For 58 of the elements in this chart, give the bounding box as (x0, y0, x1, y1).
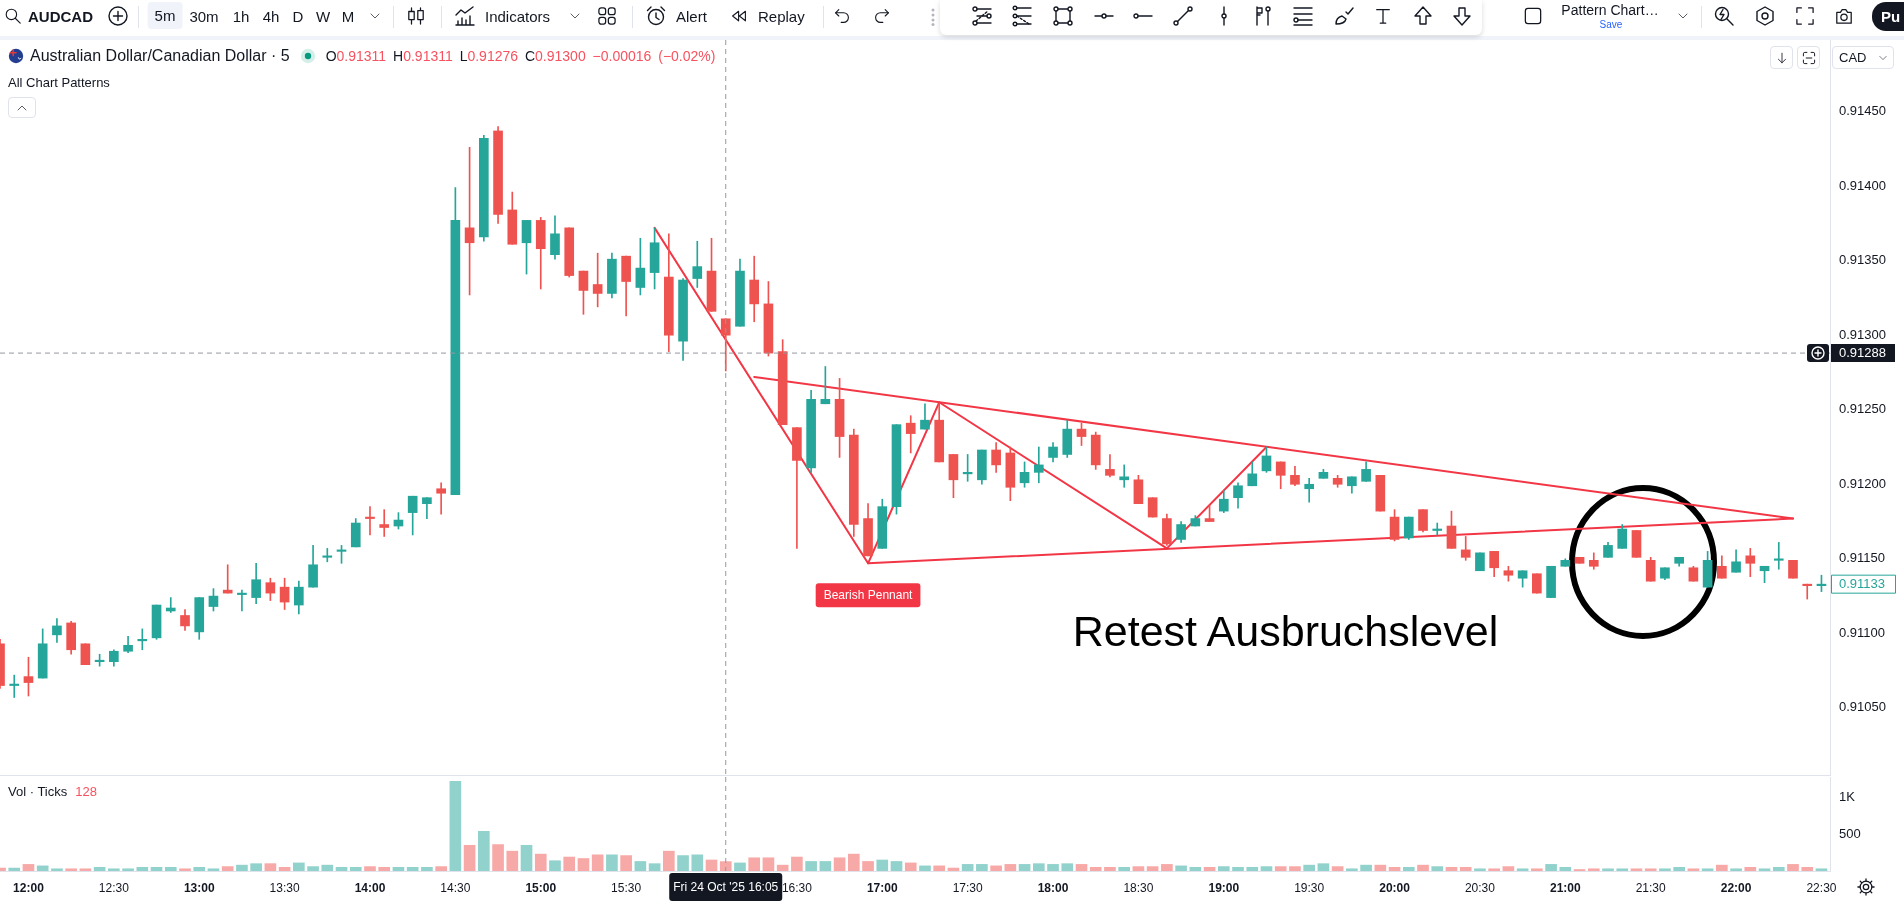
y-tick-label: 0.91350 (1839, 252, 1886, 268)
text: W (315, 7, 331, 25)
x-tick-label: 13:00 (183, 880, 215, 895)
x-tick-label: 17:30 (952, 880, 983, 895)
x-tick-label: 14:00 (354, 880, 386, 895)
annotation: 128 (75, 784, 97, 799)
ref-line-label: 0.91288 (1839, 345, 1886, 361)
x-tick-label: 21:00 (1549, 880, 1581, 895)
text: M (341, 7, 355, 25)
x-tick-label: 20:30 (1464, 880, 1496, 895)
text: Vol · Ticks (8, 784, 68, 799)
x-tick-label: 14:30 (440, 880, 471, 895)
y-tick-label: 0.91250 (1839, 401, 1886, 417)
ref-line-label: Fri 24 Oct '25 16:05 (673, 879, 779, 894)
x-tick-label: 13:30 (269, 880, 300, 895)
y-tick-label: 1K (1839, 789, 1856, 805)
text: Australian Dollar/Canadian Dollar · 5 (30, 47, 290, 65)
x-tick-label: 12:00 (13, 880, 45, 895)
y-tick-label: 0.91450 (1839, 103, 1886, 119)
text: D (292, 7, 304, 25)
text: Alert (676, 7, 707, 25)
text: Save (1599, 19, 1623, 30)
text: 1h (232, 7, 250, 25)
text: 30m (189, 7, 219, 25)
currency-select: CAD (1832, 46, 1894, 69)
text: All Chart Patterns (8, 75, 110, 90)
text: 4h (262, 7, 280, 25)
x-tick-label: 18:00 (1037, 880, 1069, 895)
annotation: Bearish Pennant (823, 588, 914, 603)
y-tick-label: 0.91100 (1839, 624, 1886, 640)
text: Pu (1872, 1, 1904, 31)
y-tick-label: 0.91200 (1839, 475, 1886, 491)
x-tick-label: 19:00 (1208, 880, 1240, 895)
x-tick-label: 19:30 (1294, 880, 1325, 895)
x-tick-label: 20:00 (1379, 880, 1411, 895)
text: Replay (758, 7, 805, 25)
x-tick-label: 22:30 (1806, 880, 1837, 895)
x-tick-label: 17:00 (866, 880, 898, 895)
text: Indicators (485, 7, 551, 25)
y-tick-label: 0.91050 (1839, 699, 1886, 715)
annotation: Retest Ausbruchslevel (1072, 606, 1499, 655)
y-tick-label: 0.91300 (1839, 326, 1886, 342)
text: Pattern Chart… (1561, 2, 1659, 18)
x-tick-label: 22:00 (1720, 880, 1752, 895)
text: O0.91311 H0.91311 L0.91276 C0.91300 −0.00016 (−0.02%) (325, 48, 716, 64)
text: AUDCAD (28, 7, 93, 25)
x-tick-label: 18:30 (1123, 880, 1154, 895)
y-axis-title: CAD (1839, 50, 1867, 65)
x-tick-label: 12:30 (98, 880, 130, 895)
x-tick-label: 21:30 (1635, 880, 1667, 895)
y-tick-label: 0.91400 (1839, 177, 1886, 193)
text: 5m (147, 1, 183, 29)
annotation: 0.91133 (1839, 576, 1886, 592)
x-tick-label: 15:30 (611, 880, 642, 895)
y-tick-label: 500 (1839, 825, 1861, 841)
x-tick-label: 15:00 (525, 880, 557, 895)
x-tick-label: 16:30 (781, 880, 813, 895)
y-tick-label: 0.91150 (1839, 550, 1886, 566)
